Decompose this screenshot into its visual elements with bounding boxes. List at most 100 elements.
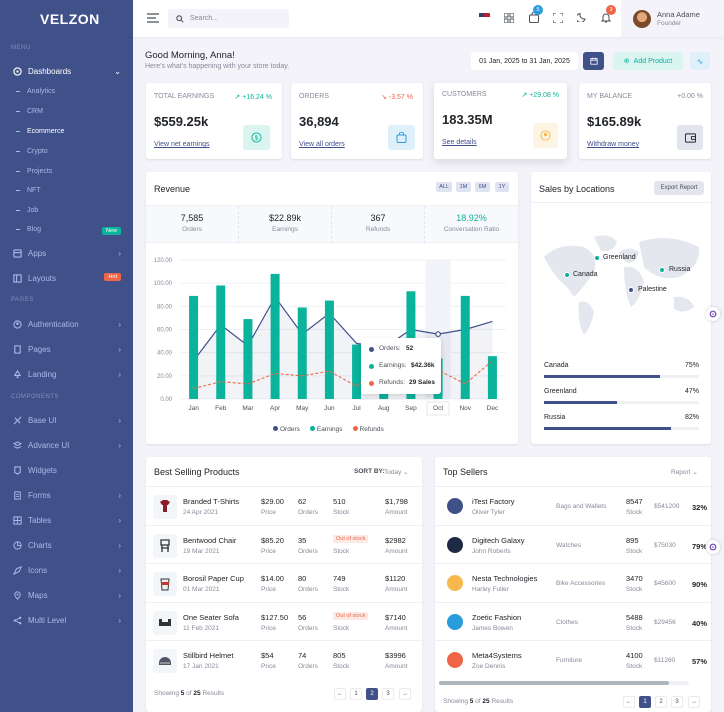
export-report-button[interactable]: Export Report bbox=[654, 181, 704, 195]
stat-link[interactable]: View all orders bbox=[299, 141, 345, 148]
y-tick-label: 20.00 bbox=[157, 374, 173, 380]
sidebar-sub-ecommerce[interactable]: Ecommerce bbox=[16, 128, 64, 135]
pagination-prev[interactable]: ← bbox=[623, 696, 635, 708]
legend-refunds[interactable]: Refunds bbox=[352, 426, 384, 433]
apps-grid-icon[interactable] bbox=[503, 12, 515, 25]
kpi-label: Earnings bbox=[272, 226, 298, 233]
palestine-marker[interactable] bbox=[628, 287, 634, 293]
sidebar-sub-crypto[interactable]: Crypto bbox=[16, 148, 48, 155]
stat-link[interactable]: View net earnings bbox=[154, 141, 210, 148]
loc-name: Greenland bbox=[544, 388, 577, 395]
period-all-button[interactable]: ALL bbox=[436, 182, 452, 192]
legend-earnings[interactable]: Earnings bbox=[309, 426, 343, 433]
chevron-right-icon: › bbox=[118, 490, 121, 500]
pagination-page-1[interactable]: 1 bbox=[639, 696, 651, 708]
sidebar-sub-job[interactable]: Job bbox=[16, 207, 38, 214]
search-box[interactable]: Search... bbox=[168, 9, 289, 28]
legend-orders[interactable]: Orders bbox=[273, 426, 300, 433]
pagination-page-1[interactable]: 1 bbox=[350, 688, 362, 700]
sidebar-item-icons[interactable]: Icons › bbox=[12, 563, 124, 577]
sort-dropdown[interactable]: Today ⌄ bbox=[384, 468, 409, 476]
sidebar-sub-blog[interactable]: Blog bbox=[16, 226, 41, 233]
activity-button[interactable]: ∿ bbox=[690, 52, 710, 70]
refunds-dot bbox=[369, 381, 374, 386]
stat-link[interactable]: Withdraw money bbox=[587, 141, 640, 148]
product-date: 24 Apr 2021 bbox=[183, 509, 219, 516]
product-name[interactable]: Bentwood Chair bbox=[183, 535, 237, 545]
report-dropdown[interactable]: Report ⌄ bbox=[671, 468, 698, 476]
pagination-page-3[interactable]: 3 bbox=[671, 696, 683, 708]
bell-icon[interactable] bbox=[600, 12, 612, 25]
layout-grid-icon bbox=[12, 515, 22, 525]
moon-icon[interactable] bbox=[575, 12, 587, 24]
stat-link[interactable]: See details bbox=[442, 139, 477, 146]
greenland-marker[interactable] bbox=[594, 255, 600, 261]
horizontal-scrollbar[interactable] bbox=[439, 681, 689, 685]
kpi-refunds: 367 Refunds bbox=[332, 206, 425, 244]
sidebar-item-tables[interactable]: Tables › bbox=[12, 513, 124, 527]
seller-name[interactable]: Zoetic Fashion bbox=[472, 612, 522, 622]
sidebar-item-label: Authentication bbox=[28, 319, 79, 329]
sidebar-item-base-ui[interactable]: Base UI › bbox=[12, 413, 124, 427]
canada-marker[interactable] bbox=[564, 272, 570, 278]
seller-name[interactable]: iTest Factory bbox=[472, 497, 515, 506]
results-summary: Showing 5 of 25 Results bbox=[154, 690, 225, 697]
settings-gear-icon[interactable] bbox=[706, 540, 720, 554]
results-summary: Showing 5 of 25 Results bbox=[443, 698, 514, 705]
sidebar-item-landing[interactable]: Landing › bbox=[12, 367, 124, 381]
price-label: Price bbox=[261, 586, 276, 593]
seller-name[interactable]: Digitech Galaxy bbox=[472, 535, 525, 545]
us-flag-icon[interactable] bbox=[479, 13, 490, 21]
sidebar-item-multi-level[interactable]: Multi Level › bbox=[12, 613, 124, 627]
pagination-page-3[interactable]: 3 bbox=[382, 688, 394, 700]
pagination-prev[interactable]: ← bbox=[334, 688, 346, 700]
add-product-button[interactable]: ⊕ Add Product bbox=[613, 52, 683, 70]
sidebar-item-layouts[interactable]: Layouts bbox=[12, 271, 124, 285]
sidebar-item-dashboards[interactable]: Dashboards ⌄ bbox=[12, 64, 124, 78]
search-icon bbox=[176, 14, 184, 23]
sidebar-item-widgets[interactable]: Widgets bbox=[12, 463, 124, 477]
product-name[interactable]: Branded T-Shirts bbox=[183, 497, 240, 506]
sidebar-item-maps[interactable]: Maps › bbox=[12, 588, 124, 602]
sidebar-sub-analytics[interactable]: Analytics bbox=[16, 88, 55, 95]
sidebar-item-forms[interactable]: Forms › bbox=[12, 488, 124, 502]
sidebar-sub-nft[interactable]: NFT bbox=[16, 187, 41, 194]
user-dropdown[interactable]: Anna Adame Founder bbox=[621, 0, 724, 37]
russia-marker[interactable] bbox=[659, 267, 665, 273]
shopping-bag-icon bbox=[388, 125, 415, 150]
seller-amount: $11260 bbox=[654, 657, 676, 664]
search-input[interactable]: Search... bbox=[190, 15, 219, 22]
sidebar-item-advance-ui[interactable]: Advance UI › bbox=[12, 438, 124, 452]
sidebar-sub-projects[interactable]: Projects bbox=[16, 168, 52, 175]
product-name[interactable]: Stillbird Helmet bbox=[183, 651, 234, 660]
earnings-bar bbox=[189, 295, 199, 399]
brand-logo[interactable]: VELZON bbox=[40, 11, 100, 27]
hamburger-icon[interactable] bbox=[147, 13, 159, 25]
pagination-page-2[interactable]: 2 bbox=[655, 696, 667, 708]
sidebar-item-pages[interactable]: Pages › bbox=[12, 342, 124, 356]
period-1m-button[interactable]: 1M bbox=[456, 182, 471, 192]
seller-name[interactable]: Nesta Technologies bbox=[472, 574, 538, 583]
sidebar-sub-crm[interactable]: CRM bbox=[16, 108, 43, 115]
components-section-label: COMPONENTS bbox=[11, 394, 60, 400]
avatar bbox=[633, 10, 651, 28]
seller-name[interactable]: Meta4Systems bbox=[472, 651, 522, 660]
sidebar-item-apps[interactable]: Apps › bbox=[12, 246, 124, 260]
refunds-line bbox=[193, 360, 493, 392]
sidebar-item-charts[interactable]: Charts › bbox=[12, 538, 124, 552]
date-range-input[interactable]: 01 Jan, 2025 to 31 Jan, 2025 bbox=[471, 52, 578, 70]
loc-progress bbox=[544, 375, 699, 378]
calendar-button[interactable] bbox=[583, 52, 604, 70]
pagination-page-2[interactable]: 2 bbox=[366, 688, 378, 700]
settings-gear-icon[interactable] bbox=[706, 307, 720, 321]
period-6m-button[interactable]: 6M bbox=[475, 182, 490, 192]
period-1y-button[interactable]: 1Y bbox=[495, 182, 509, 192]
sidebar-item-authentication[interactable]: Authentication › bbox=[12, 317, 124, 331]
earnings-bar bbox=[324, 300, 334, 399]
fullscreen-icon[interactable] bbox=[552, 12, 564, 25]
product-name[interactable]: One Seater Sofa bbox=[183, 612, 239, 622]
sidebar-item-label: Pages bbox=[28, 344, 51, 354]
product-name[interactable]: Borosil Paper Cup bbox=[183, 574, 244, 583]
pagination-next[interactable]: → bbox=[688, 696, 700, 708]
pagination-next[interactable]: → bbox=[399, 688, 411, 700]
